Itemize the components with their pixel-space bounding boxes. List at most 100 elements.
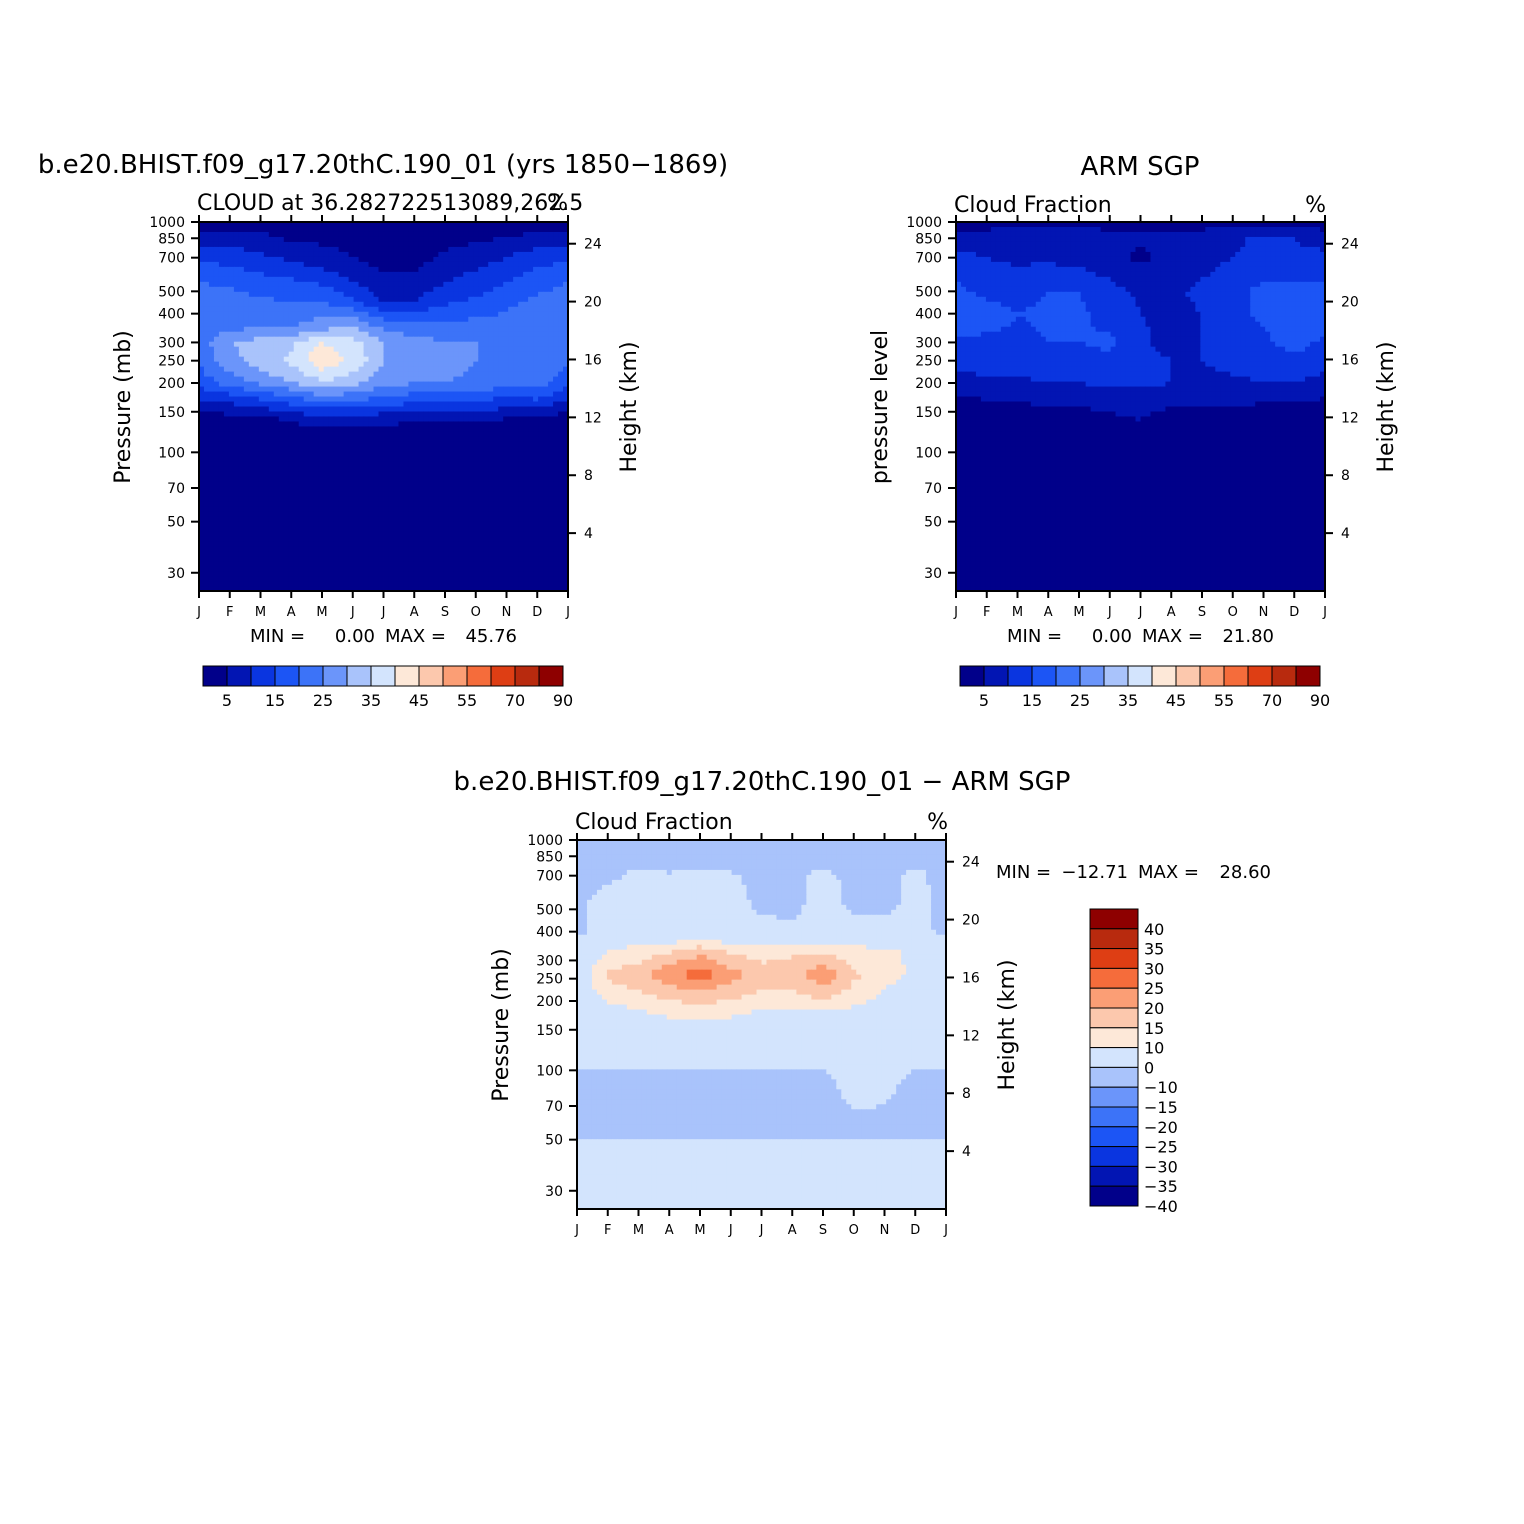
field-cell xyxy=(488,441,494,447)
field-cell xyxy=(448,316,454,323)
field-cell xyxy=(458,406,464,413)
field-cell xyxy=(468,301,474,308)
field-cell xyxy=(363,461,370,467)
field-cell xyxy=(493,296,499,303)
field-cell xyxy=(353,546,360,552)
field-cell xyxy=(428,251,434,258)
field-cell xyxy=(278,256,285,263)
field-cell xyxy=(268,391,275,398)
field-cell xyxy=(203,376,210,383)
field-cell xyxy=(378,501,385,507)
field-cell xyxy=(278,521,285,527)
field-cell xyxy=(293,331,300,338)
field-cell xyxy=(518,536,524,542)
field-cell xyxy=(473,251,479,258)
field-cell xyxy=(328,296,335,303)
field-cell xyxy=(248,366,255,373)
field-cell xyxy=(403,416,410,423)
field-cell xyxy=(383,516,390,522)
field-cell xyxy=(483,251,489,258)
field-cell xyxy=(218,406,225,413)
field-cell xyxy=(523,266,529,273)
field-cell xyxy=(478,266,484,273)
field-cell xyxy=(423,461,429,467)
field-cell xyxy=(313,481,320,487)
field-cell xyxy=(253,521,260,527)
field-cell xyxy=(293,256,300,263)
field-cell xyxy=(253,501,260,507)
field-cell xyxy=(328,251,335,258)
field-cell xyxy=(313,371,320,378)
field-cell xyxy=(293,446,300,452)
field-cell xyxy=(503,546,509,552)
field-cell xyxy=(218,421,225,428)
field-cell xyxy=(268,266,275,273)
field-cell xyxy=(543,381,549,388)
field-cell xyxy=(448,351,454,358)
field-cell xyxy=(398,516,405,522)
field-cell xyxy=(233,256,240,263)
field-cell xyxy=(373,481,380,487)
field-cell xyxy=(308,316,315,323)
field-cell xyxy=(443,486,449,492)
field-cell xyxy=(563,506,569,512)
field-cell xyxy=(408,331,415,338)
field-cell xyxy=(433,391,439,398)
field-cell xyxy=(378,361,385,368)
field-cell xyxy=(488,231,494,238)
field-cell xyxy=(518,426,524,433)
field-cell xyxy=(213,506,220,512)
field-cell xyxy=(488,371,494,378)
field-cell xyxy=(238,351,245,358)
field-cell xyxy=(418,376,424,383)
field-cell xyxy=(228,276,235,283)
field-cell xyxy=(533,446,539,452)
field-cell xyxy=(493,376,499,383)
field-cell xyxy=(203,226,210,233)
field-cell xyxy=(258,501,265,507)
field-cell xyxy=(283,276,290,283)
field-cell xyxy=(473,306,479,313)
field-cell xyxy=(468,461,474,467)
field-cell xyxy=(253,321,260,328)
field-cell xyxy=(548,446,554,452)
field-cell xyxy=(478,451,484,457)
field-cell xyxy=(263,541,270,547)
field-cell xyxy=(483,446,489,452)
field-cell xyxy=(563,291,569,298)
field-cell xyxy=(338,456,345,462)
field-cell xyxy=(553,356,559,363)
field-cell xyxy=(223,526,230,532)
field-cell xyxy=(258,521,265,527)
field-cell xyxy=(418,446,424,452)
field-cell xyxy=(338,361,345,368)
field-cell xyxy=(513,451,519,457)
field-cell xyxy=(483,421,489,428)
field-cell xyxy=(288,256,295,263)
field-cell xyxy=(213,251,220,258)
field-cell xyxy=(268,326,275,333)
field-cell xyxy=(458,336,464,343)
field-cell xyxy=(208,456,215,462)
field-cell xyxy=(323,461,330,467)
field-cell xyxy=(493,486,499,492)
field-cell xyxy=(358,381,365,388)
field-cell xyxy=(428,246,434,253)
field-cell xyxy=(233,466,240,472)
field-cell xyxy=(428,222,434,228)
field-cell xyxy=(293,466,300,472)
field-cell xyxy=(288,521,295,527)
field-cell xyxy=(248,471,255,477)
field-cell xyxy=(433,536,439,542)
field-cell xyxy=(238,386,245,393)
field-cell xyxy=(458,521,464,527)
field-cell xyxy=(338,356,345,363)
field-cell xyxy=(308,466,315,472)
field-cell xyxy=(378,456,385,462)
field-cell xyxy=(483,376,489,383)
field-cell xyxy=(253,556,260,562)
field-cell xyxy=(563,356,569,363)
field-cell xyxy=(478,541,484,547)
field-cell xyxy=(523,501,529,507)
field-cell xyxy=(528,276,534,283)
